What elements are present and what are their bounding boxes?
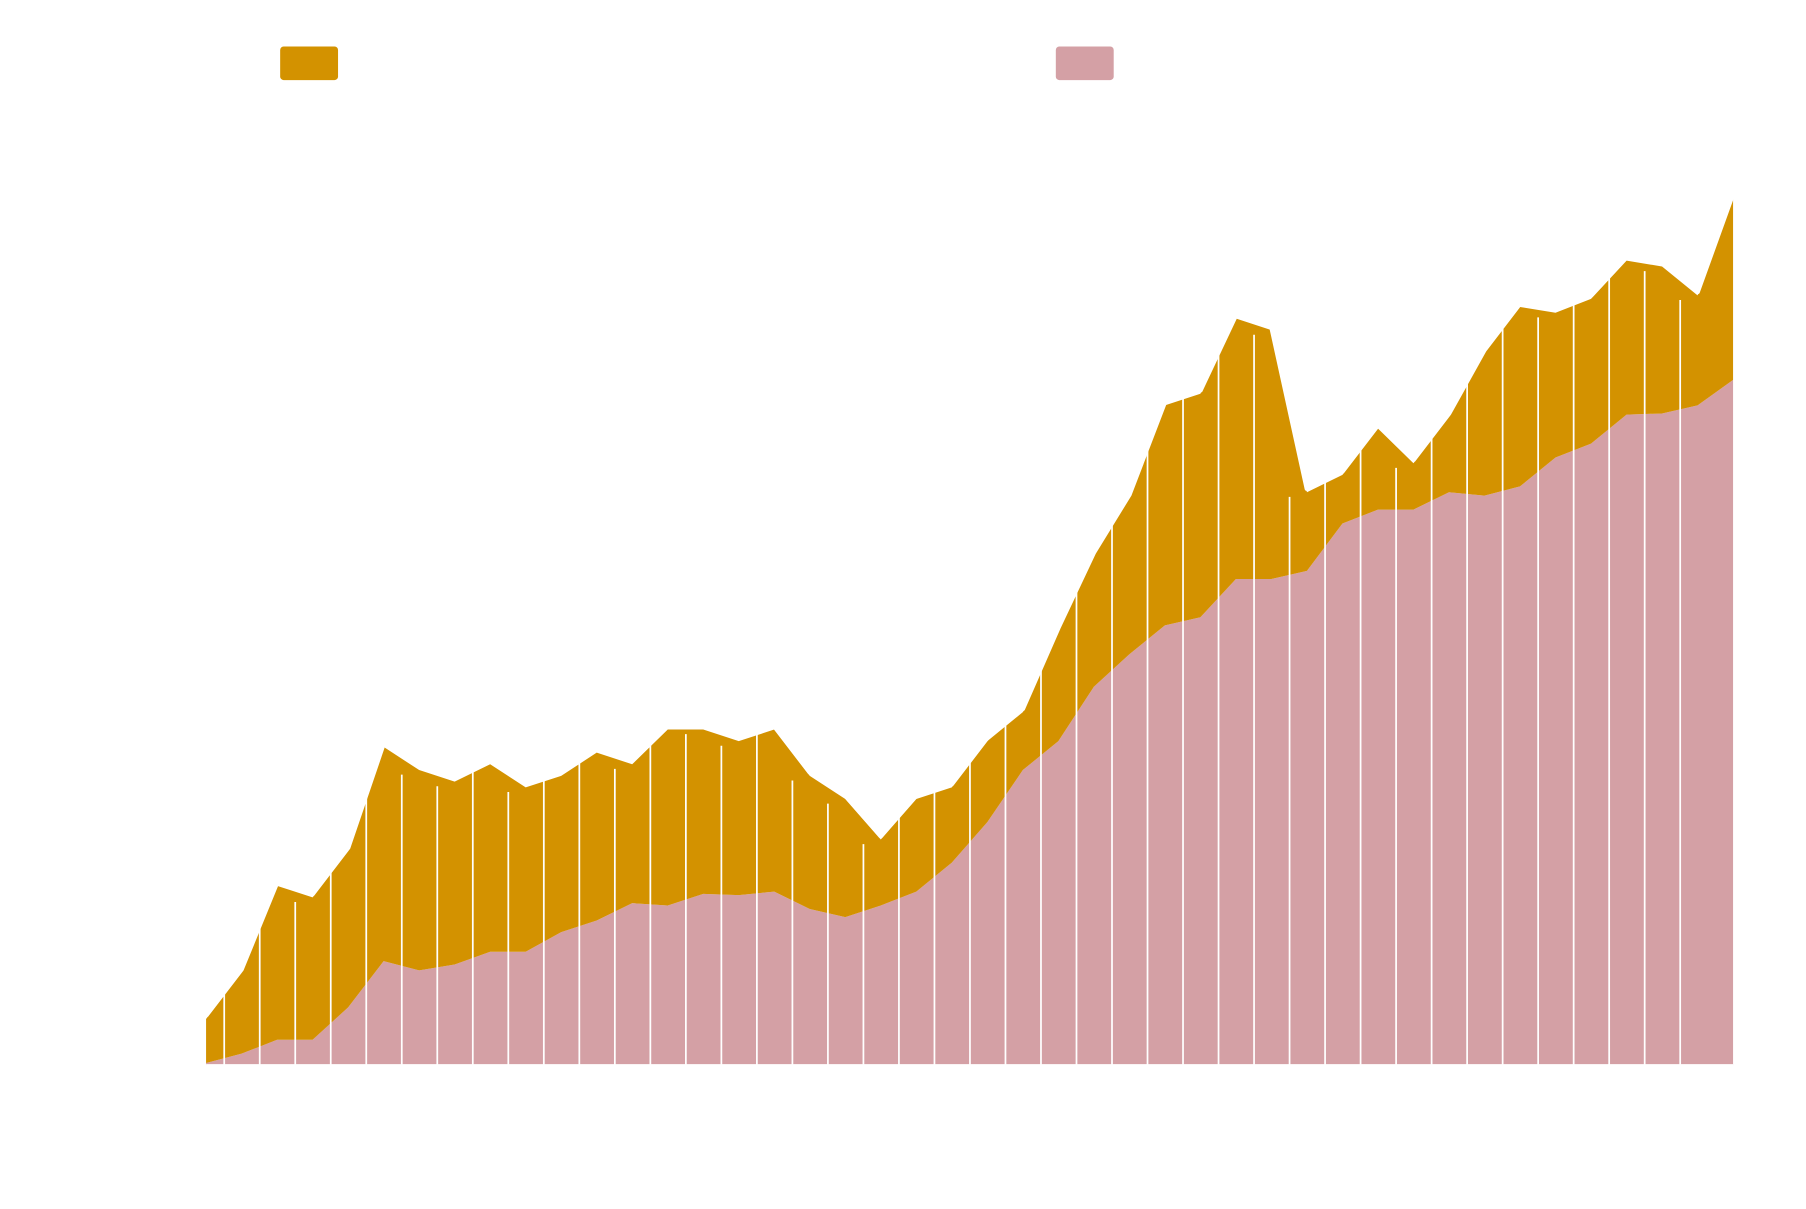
legend-swatch xyxy=(280,46,339,81)
legend-swatch xyxy=(1055,46,1114,81)
total-line xyxy=(204,192,1736,1017)
area xyxy=(206,379,1734,1066)
area xyxy=(206,196,1734,1063)
